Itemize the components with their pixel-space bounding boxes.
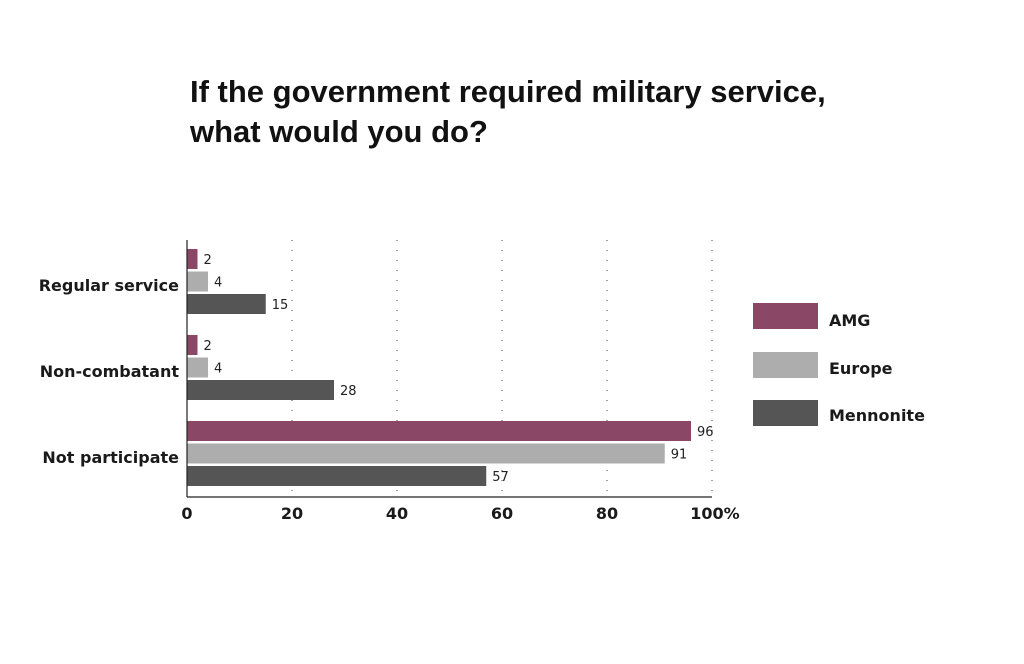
bar-amg-1 xyxy=(187,335,198,355)
chart-title-line-2: what would you do? xyxy=(189,114,488,149)
bar-europe-2 xyxy=(187,443,665,464)
bar-mennonite-2 xyxy=(187,466,487,486)
chart-title-line-1: If the government required military serv… xyxy=(190,74,826,109)
data-label-europe-0: 4 xyxy=(214,276,222,291)
legend-label-mennonite: Mennonite xyxy=(829,406,925,425)
x-tick-label: 80 xyxy=(596,504,618,523)
data-label-amg-2: 96 xyxy=(697,425,714,440)
category-labels: Regular service Non-combatant Not partic… xyxy=(39,276,180,467)
data-label-europe-2: 91 xyxy=(671,448,688,463)
data-label-amg-0: 2 xyxy=(204,253,212,268)
axes xyxy=(186,240,712,498)
bar-mennonite-0 xyxy=(187,294,266,314)
bar-europe-0 xyxy=(187,271,208,292)
bar-amg-2 xyxy=(187,421,691,441)
category-label-not-participate: Not participate xyxy=(42,448,179,467)
category-label-non-combatant: Non-combatant xyxy=(40,362,180,381)
legend: AMG Europe Mennonite xyxy=(753,303,925,426)
data-label-mennonite-2: 57 xyxy=(492,470,509,485)
x-tick-label: 20 xyxy=(281,504,303,523)
data-label-amg-1: 2 xyxy=(204,339,212,354)
x-tick-label: 0 xyxy=(181,504,192,523)
bar-mennonite-1 xyxy=(187,380,334,400)
x-tick-labels: 0 20 40 60 80 100% xyxy=(181,504,739,523)
legend-swatch-europe xyxy=(753,352,818,378)
category-label-regular-service: Regular service xyxy=(39,276,179,295)
legend-label-amg: AMG xyxy=(829,311,870,330)
x-tick-label: 40 xyxy=(386,504,408,523)
bars-group xyxy=(187,249,691,486)
data-label-mennonite-0: 15 xyxy=(272,298,289,313)
bar-amg-0 xyxy=(187,249,198,269)
legend-swatch-mennonite xyxy=(753,400,818,426)
x-tick-label: 60 xyxy=(491,504,513,523)
legend-label-europe: Europe xyxy=(829,359,893,378)
data-label-europe-1: 4 xyxy=(214,362,222,377)
legend-swatch-amg xyxy=(753,303,818,329)
data-label-mennonite-1: 28 xyxy=(340,384,357,399)
x-tick-label: 100% xyxy=(690,504,739,523)
bar-europe-1 xyxy=(187,357,208,378)
